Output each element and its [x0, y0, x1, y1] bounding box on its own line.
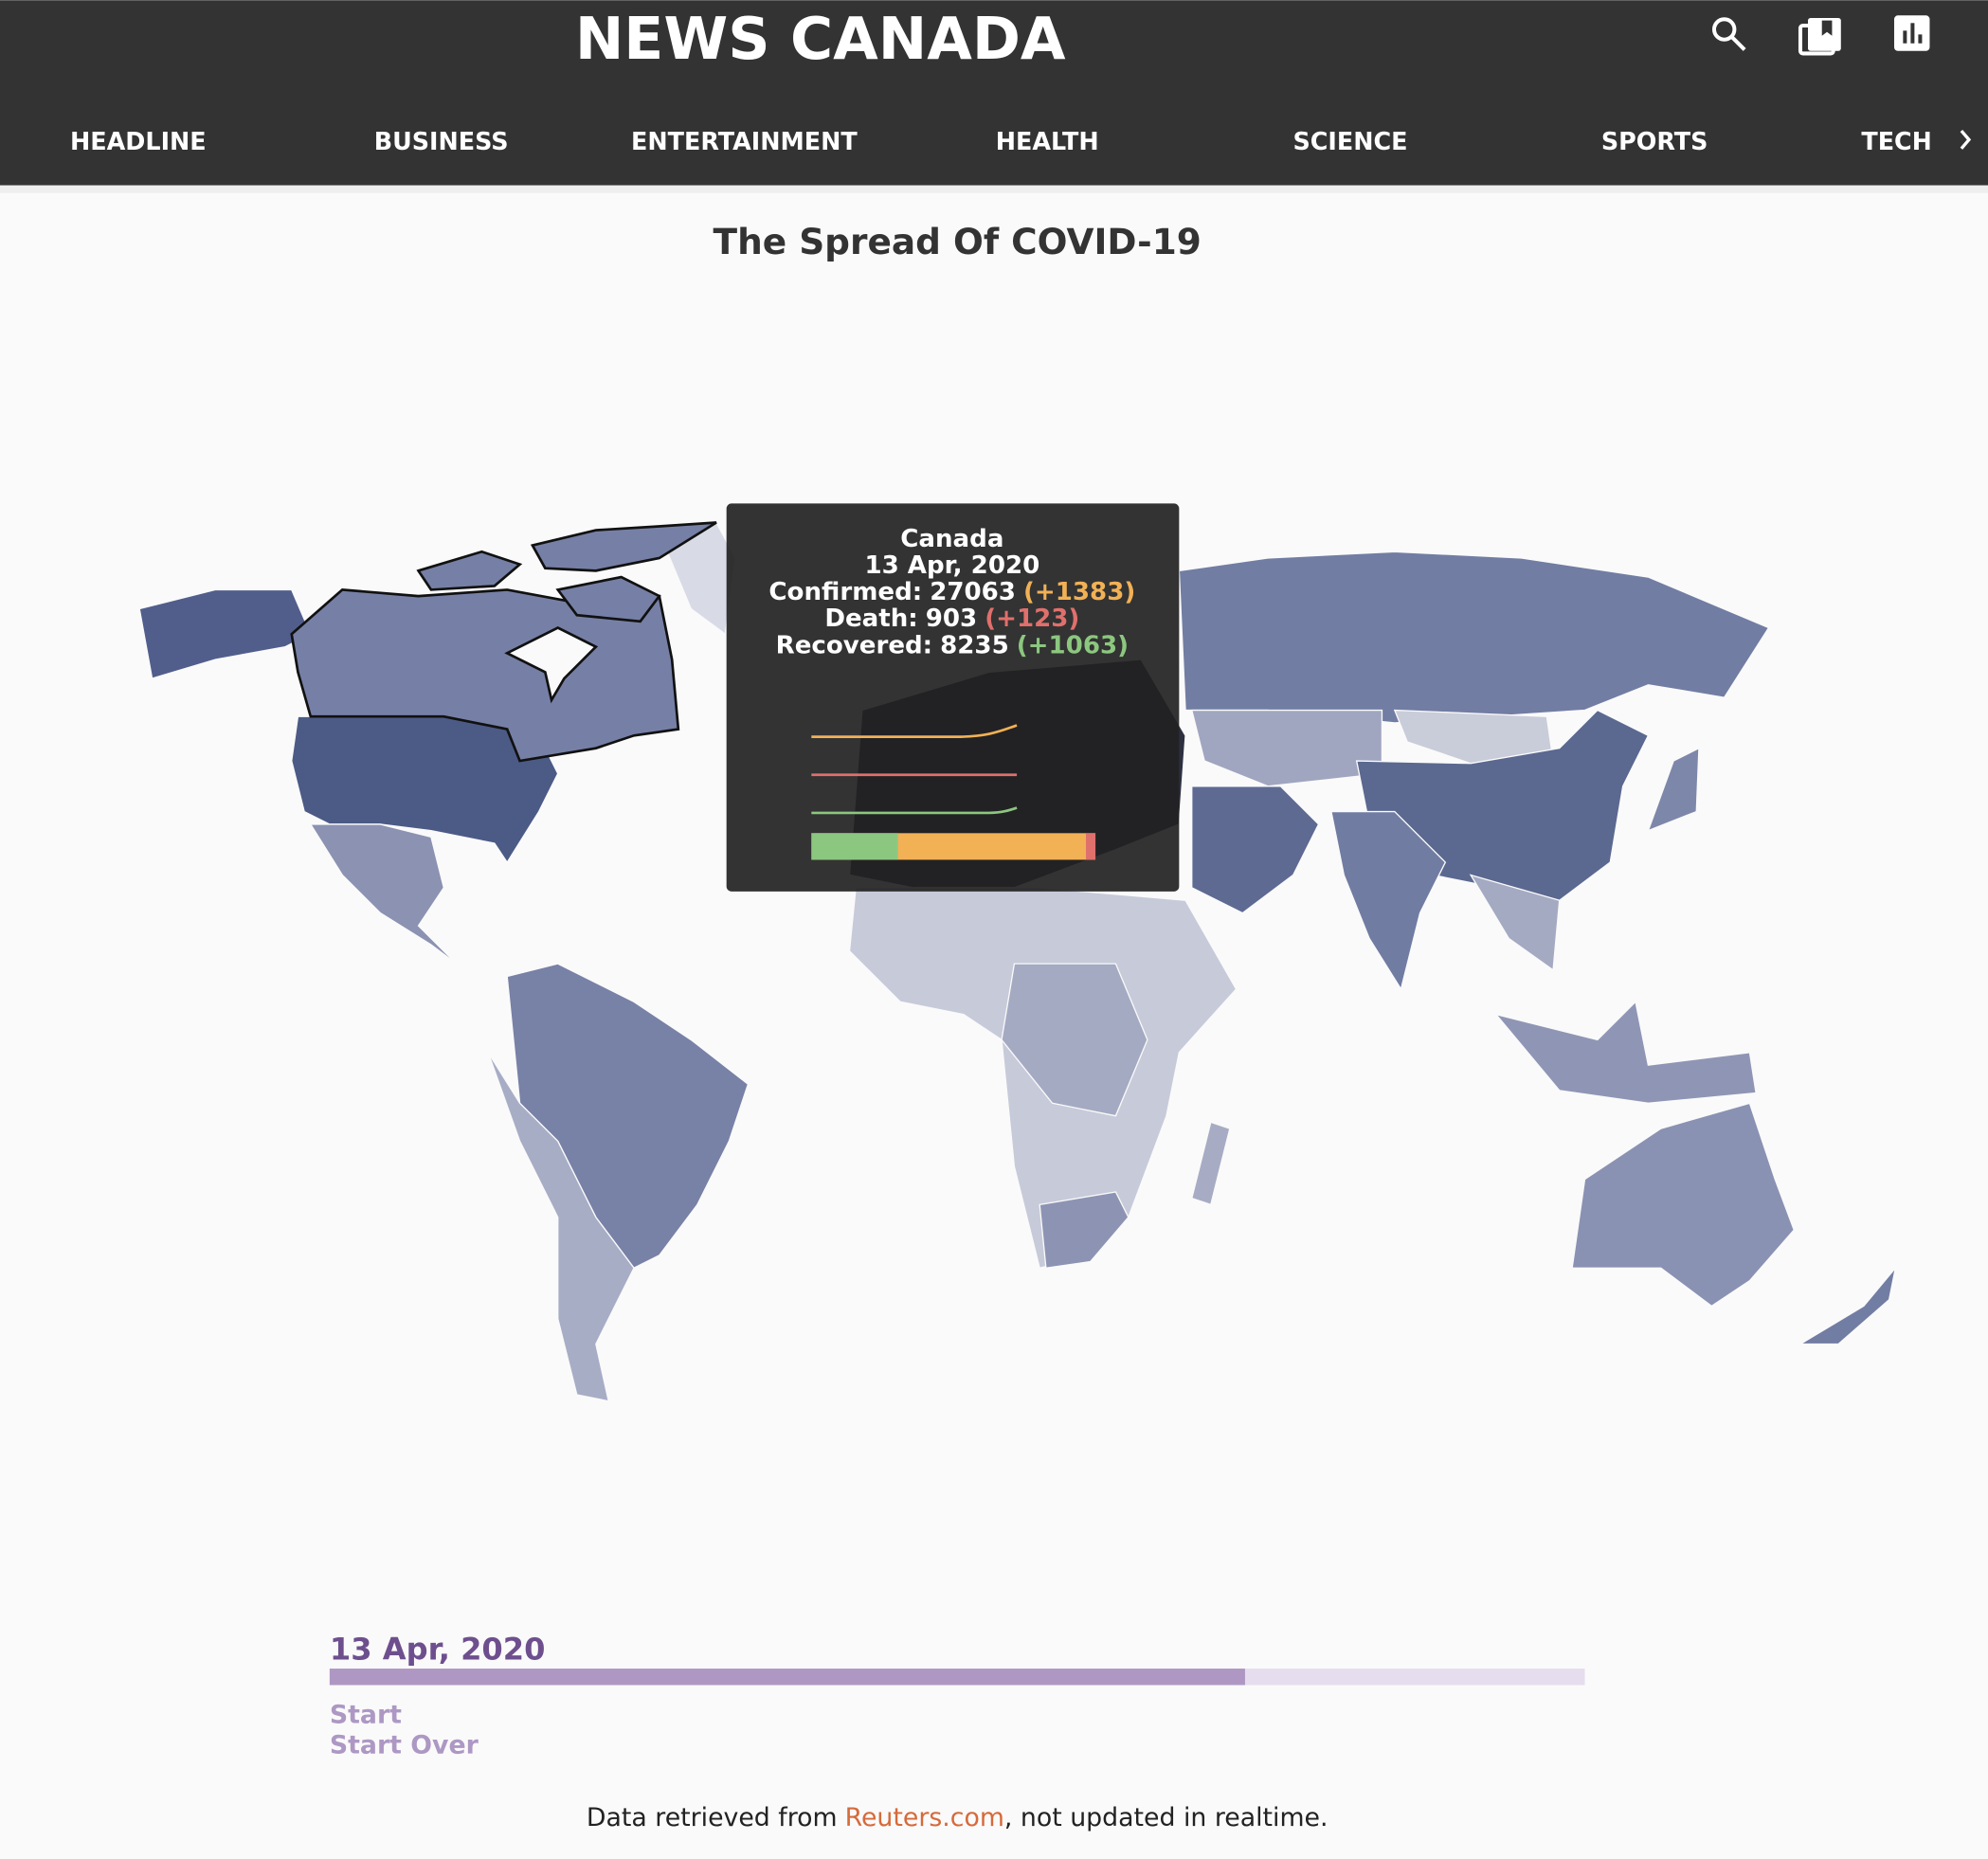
tooltip-confirmed: Confirmed: 27063 (+1383)	[768, 578, 1135, 606]
timeline-date: 13 Apr, 2020	[330, 1632, 546, 1668]
search-icon[interactable]	[1711, 17, 1746, 51]
nav-item[interactable]: BUSINESS	[374, 127, 509, 155]
country[interactable]	[487, 1052, 635, 1402]
highlighted-country[interactable]	[290, 521, 717, 763]
country[interactable]	[1494, 1000, 1757, 1104]
value: 27063	[930, 578, 1016, 606]
header-bar	[0, 0, 1988, 186]
tooltip-country: Canada	[900, 525, 1003, 553]
bay	[504, 626, 599, 704]
source-link[interactable]: Reuters.com	[845, 1803, 1004, 1832]
change: (+1063)	[1017, 631, 1129, 659]
start-button[interactable]: Start	[330, 1701, 402, 1730]
footer-text: , not updated in realtime.	[1004, 1803, 1328, 1832]
label: Death:	[824, 605, 917, 633]
start-over-button[interactable]: Start Over	[330, 1731, 479, 1760]
nav-item[interactable]: TECH	[1861, 127, 1932, 155]
timeline-progress	[329, 1669, 1245, 1686]
nav-item[interactable]: SCIENCE	[1292, 127, 1407, 155]
tooltip-box	[726, 503, 1180, 892]
country[interactable]	[1469, 874, 1561, 972]
country[interactable]	[1571, 1102, 1796, 1308]
nav-item[interactable]: ENTERTAINMENT	[631, 127, 858, 155]
value: 8235	[940, 631, 1009, 659]
bar-death	[1086, 833, 1096, 860]
country[interactable]	[506, 963, 750, 1270]
nav-item[interactable]: SPORTS	[1601, 127, 1708, 155]
country[interactable]	[309, 823, 458, 965]
label: Recovered:	[776, 631, 932, 659]
change: (+123)	[985, 605, 1079, 633]
tooltip: Canada 13 Apr, 2020 Confirmed: 27063 (+138…	[726, 503, 1180, 892]
nav-item[interactable]: HEADLINE	[70, 127, 207, 155]
footer-text: Data retrieved from	[587, 1803, 838, 1832]
change: (+1383)	[1023, 578, 1135, 606]
country[interactable]	[1190, 709, 1383, 787]
label: Confirmed:	[768, 578, 922, 606]
value: 903	[926, 605, 977, 633]
map-title: The Spread Of COVID-19	[714, 221, 1202, 262]
sparkline	[811, 724, 1018, 738]
country[interactable]	[1647, 747, 1700, 832]
site-title[interactable]: NEWS CANADA	[575, 5, 1066, 73]
country[interactable]	[1001, 963, 1148, 1117]
tooltip-recovered: Recovered: 8235 (+1063)	[776, 631, 1129, 659]
world-map	[138, 521, 1896, 1402]
country[interactable]	[1039, 1191, 1130, 1270]
country[interactable]	[1191, 785, 1320, 914]
tooltip-death: Death: 903 (+123)	[824, 605, 1079, 633]
country[interactable]	[1798, 1267, 1896, 1345]
country[interactable]	[1178, 550, 1770, 724]
chart-icon[interactable]	[1893, 15, 1930, 51]
header-shadow	[0, 185, 1988, 193]
country[interactable]	[1330, 810, 1447, 991]
bar-recovered	[811, 833, 898, 860]
bookmarks-icon[interactable]	[1798, 17, 1841, 56]
tooltip-date: 13 Apr, 2020	[864, 551, 1039, 580]
nav-item[interactable]: HEALTH	[996, 127, 1099, 155]
sparkline	[811, 806, 1018, 815]
nav-next[interactable]	[1960, 129, 1972, 150]
country[interactable]	[138, 588, 312, 679]
footer-note: Data retrieved from Reuters.com, not upda…	[587, 1803, 1328, 1832]
country[interactable]	[1190, 1121, 1231, 1206]
